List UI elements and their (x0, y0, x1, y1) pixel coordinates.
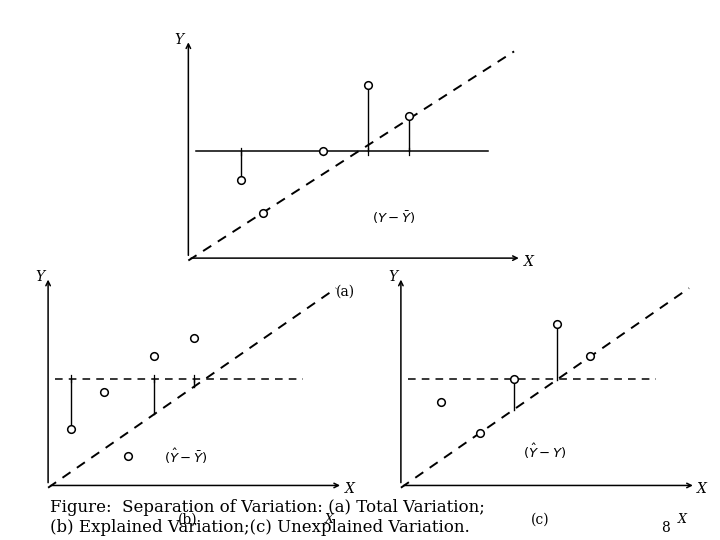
Text: X: X (345, 482, 354, 496)
Text: (b): (b) (177, 512, 197, 526)
Text: X: X (524, 255, 534, 269)
Text: 8: 8 (661, 521, 670, 535)
Text: X: X (325, 512, 334, 525)
Text: Y: Y (35, 270, 45, 284)
Text: Y: Y (388, 270, 397, 284)
Text: Figure:  Separation of Variation: (a) Total Variation;
(b) Explained Variation;(: Figure: Separation of Variation: (a) Tot… (50, 500, 485, 536)
Text: (a): (a) (336, 284, 355, 298)
Text: $(\hat{Y} - \bar{Y})$: $(\hat{Y} - \bar{Y})$ (164, 447, 207, 465)
Text: Y: Y (174, 32, 184, 46)
Text: X: X (698, 482, 707, 496)
Text: $(\hat{Y} - Y)$: $(\hat{Y} - Y)$ (523, 442, 567, 461)
Text: (c): (c) (531, 512, 549, 526)
Text: X: X (678, 512, 687, 525)
Text: $(Y - \bar{Y})$: $(Y - \bar{Y})$ (372, 210, 415, 226)
